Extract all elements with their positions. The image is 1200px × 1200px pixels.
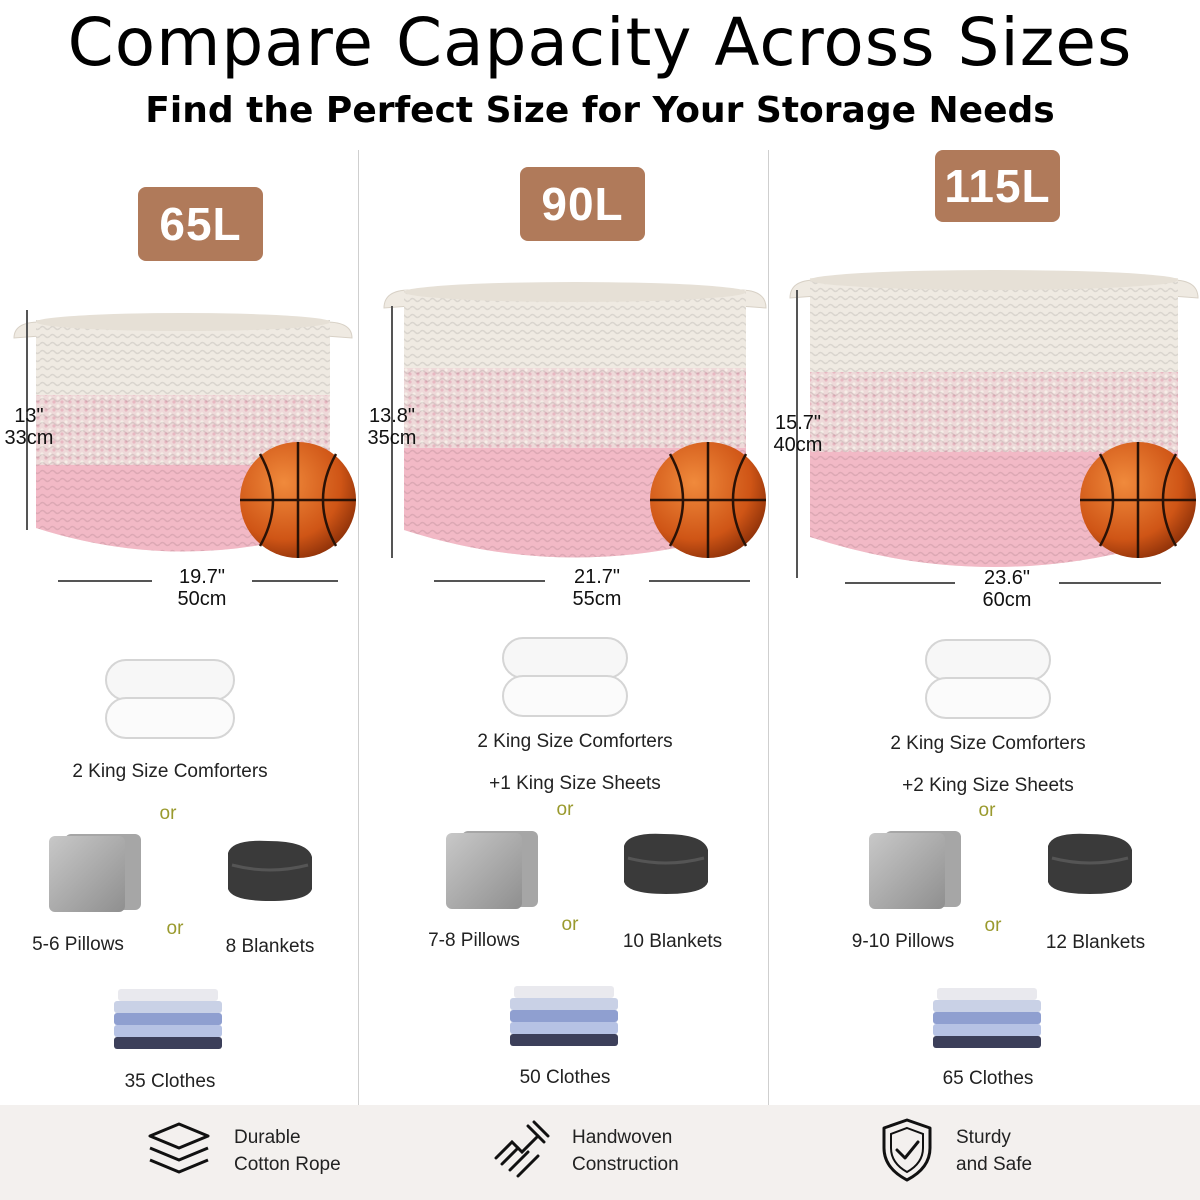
width-inches: 21.7" xyxy=(573,566,621,588)
layers-icon xyxy=(148,1122,210,1174)
width-cm: 50cm xyxy=(177,588,227,610)
height-label-90l: 13.8" 35cm xyxy=(362,405,422,449)
height-dimension-line xyxy=(26,310,28,530)
blanket-icon xyxy=(624,833,708,894)
clothes-stack-icon xyxy=(933,988,1041,1048)
or-label: or xyxy=(556,799,574,820)
capacity-badge-65l: 65L xyxy=(138,187,263,261)
pillows-label-90l: 7-8 Pillows xyxy=(428,930,520,951)
comforter-icon xyxy=(105,659,235,739)
feature-line: Construction xyxy=(572,1154,679,1175)
basketball-icon xyxy=(1080,442,1196,558)
blankets-label-115l: 12 Blankets xyxy=(1045,932,1146,953)
height-inches: 13.8" xyxy=(368,405,416,427)
column-divider xyxy=(768,150,769,1105)
clothes-stack-icon xyxy=(114,989,222,1049)
or-label: or xyxy=(984,915,1002,936)
capacity-badge-115l: 115L xyxy=(935,150,1060,222)
page-title: Compare Capacity Across Sizes xyxy=(67,4,1133,81)
width-cm: 60cm xyxy=(982,589,1032,611)
or-label: or xyxy=(561,914,579,935)
comforter-icon xyxy=(925,639,1051,719)
feature-durable: Durable Cotton Rope xyxy=(234,1124,374,1178)
pillows-label-115l: 9-10 Pillows xyxy=(851,931,955,952)
width-label-90l: 21.7" 55cm xyxy=(545,566,649,610)
height-cm: 33cm xyxy=(4,427,54,449)
height-dimension-line xyxy=(391,306,393,558)
or-label: or xyxy=(978,800,996,821)
blankets-label-90l: 10 Blankets xyxy=(622,931,723,952)
feature-line: and Safe xyxy=(956,1154,1033,1175)
height-cm: 40cm xyxy=(773,434,823,456)
pillows-icon xyxy=(446,831,538,909)
column-divider xyxy=(358,150,359,1105)
woven-hands-icon xyxy=(494,1120,550,1178)
page-subtitle: Find the Perfect Size for Your Storage N… xyxy=(145,90,1055,131)
feature-line: Sturdy xyxy=(956,1127,1011,1148)
width-cm: 55cm xyxy=(572,588,622,610)
clothes-label-115l: 65 Clothes xyxy=(942,1068,1034,1089)
pillows-label-65l: 5-6 Pillows xyxy=(32,934,124,955)
basketball-icon xyxy=(650,442,766,558)
height-label-115l: 15.7" 40cm xyxy=(768,412,828,456)
comforter-icon xyxy=(502,637,628,717)
height-dimension-line xyxy=(796,290,798,578)
feature-handwoven: Handwoven Construction xyxy=(572,1124,722,1178)
width-label-65l: 19.7" 50cm xyxy=(152,566,252,610)
clothes-stack-icon xyxy=(510,986,618,1046)
clothes-label-90l: 50 Clothes xyxy=(519,1067,611,1088)
feature-sturdy: Sturdy and Safe xyxy=(956,1124,1096,1178)
width-inches: 19.7" xyxy=(178,566,226,588)
height-inches: 15.7" xyxy=(774,412,822,434)
comforters-label-115l: 2 King Size Comforters xyxy=(890,733,1086,754)
pillows-icon xyxy=(869,831,961,909)
blanket-icon xyxy=(1048,833,1132,894)
width-label-115l: 23.6" 60cm xyxy=(955,567,1059,611)
comforters-label-90l: 2 King Size Comforters xyxy=(477,731,673,752)
clothes-label-65l: 35 Clothes xyxy=(124,1071,216,1092)
blankets-label-65l: 8 Blankets xyxy=(225,936,315,957)
feature-line: Durable xyxy=(234,1127,301,1148)
width-inches: 23.6" xyxy=(983,567,1031,589)
height-inches: 13" xyxy=(14,405,44,427)
sheets-label-90l: +1 King Size Sheets xyxy=(489,773,661,794)
height-label-65l: 13" 33cm xyxy=(0,405,58,449)
or-label: or xyxy=(159,803,177,824)
pillows-icon xyxy=(49,834,141,912)
comforters-label-65l: 2 King Size Comforters xyxy=(72,761,268,782)
shield-check-icon xyxy=(882,1118,932,1182)
sheets-label-115l: +2 King Size Sheets xyxy=(902,775,1074,796)
feature-line: Cotton Rope xyxy=(234,1154,341,1175)
feature-line: Handwoven xyxy=(572,1127,673,1148)
blanket-icon xyxy=(228,840,312,901)
capacity-badge-90l: 90L xyxy=(520,167,645,241)
basketball-icon xyxy=(240,442,356,558)
height-cm: 35cm xyxy=(367,427,417,449)
or-label: or xyxy=(166,918,184,939)
